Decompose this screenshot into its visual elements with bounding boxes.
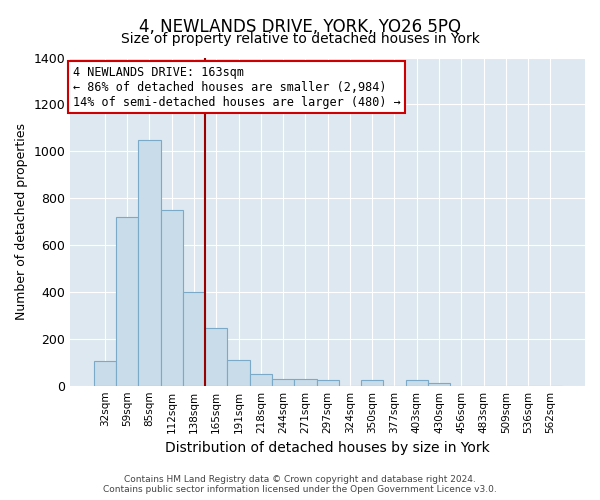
Bar bbox=[294, 379, 317, 386]
Bar bbox=[428, 384, 450, 386]
Bar bbox=[406, 380, 428, 386]
Text: Contains HM Land Registry data © Crown copyright and database right 2024.
Contai: Contains HM Land Registry data © Crown c… bbox=[103, 474, 497, 494]
Bar bbox=[272, 379, 294, 386]
Bar bbox=[138, 140, 161, 386]
Text: Size of property relative to detached houses in York: Size of property relative to detached ho… bbox=[121, 32, 479, 46]
Bar bbox=[250, 374, 272, 386]
Y-axis label: Number of detached properties: Number of detached properties bbox=[15, 123, 28, 320]
Bar bbox=[317, 380, 339, 386]
Text: 4 NEWLANDS DRIVE: 163sqm
← 86% of detached houses are smaller (2,984)
14% of sem: 4 NEWLANDS DRIVE: 163sqm ← 86% of detach… bbox=[73, 66, 401, 108]
Bar bbox=[361, 380, 383, 386]
Bar bbox=[94, 361, 116, 386]
Bar bbox=[227, 360, 250, 386]
Bar bbox=[161, 210, 183, 386]
X-axis label: Distribution of detached houses by size in York: Distribution of detached houses by size … bbox=[165, 441, 490, 455]
Bar bbox=[205, 328, 227, 386]
Text: 4, NEWLANDS DRIVE, YORK, YO26 5PQ: 4, NEWLANDS DRIVE, YORK, YO26 5PQ bbox=[139, 18, 461, 36]
Bar bbox=[116, 217, 138, 386]
Bar bbox=[183, 292, 205, 386]
